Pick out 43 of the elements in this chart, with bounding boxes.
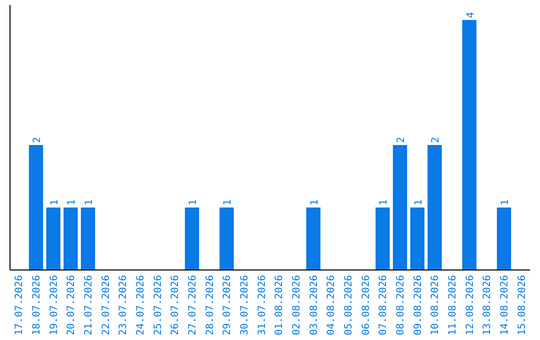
- x-tick-label: 19.07.2026: [48, 275, 60, 336]
- data-label: 2: [430, 136, 442, 143]
- x-tick-label: 13.08.2026: [482, 275, 494, 336]
- data-label: 1: [500, 199, 511, 206]
- x-tick-label: 07.08.2026: [378, 275, 390, 336]
- x-tick-label: 18.07.2026: [32, 275, 42, 336]
- x-tick-label: 10.08.2026: [430, 275, 442, 336]
- x-tick-label: 22.07.2026: [100, 275, 112, 336]
- data-label: 1: [222, 199, 234, 206]
- x-tick-label: 05.08.2026: [344, 275, 354, 336]
- x-tick-label: 09.08.2026: [412, 275, 424, 336]
- x-tick-label: 01.08.2026: [274, 275, 286, 336]
- x-tick-label: 24.07.2026: [136, 275, 146, 336]
- x-tick-label: 31.07.2026: [256, 275, 268, 336]
- x-tick-label: 30.07.2026: [240, 275, 250, 336]
- x-tick-label: 27.07.2026: [188, 275, 198, 336]
- data-label: 1: [84, 199, 95, 206]
- x-tick-label: 03.08.2026: [308, 275, 320, 336]
- data-label: 2: [396, 136, 407, 143]
- x-tick-label: 12.08.2026: [464, 275, 476, 336]
- data-label: 1: [49, 199, 60, 206]
- x-tick-label: 28.07.2026: [204, 275, 216, 336]
- x-tick-label: 25.07.2026: [152, 275, 164, 336]
- x-tick-label: 06.08.2026: [360, 275, 372, 336]
- x-tick-label: 08.08.2026: [396, 275, 406, 336]
- x-tick-label: 29.07.2026: [222, 275, 234, 336]
- x-tick-label: 11.08.2026: [448, 275, 458, 336]
- x-tick-label: 20.07.2026: [66, 275, 78, 336]
- x-tick-label: 15.08.2026: [516, 275, 528, 336]
- data-label: 1: [413, 199, 424, 206]
- x-tick-label: 02.08.2026: [292, 275, 302, 336]
- x-tick-label: 17.07.2026: [14, 275, 26, 336]
- data-label: 1: [378, 199, 390, 206]
- x-tick-label: 14.08.2026: [500, 275, 510, 336]
- data-label: 1: [66, 199, 78, 206]
- x-tick-label: 23.07.2026: [118, 275, 130, 336]
- data-label: 1: [309, 199, 320, 206]
- data-label: 4: [465, 12, 476, 18]
- data-label: 2: [32, 136, 43, 143]
- x-tick-label: 26.07.2026: [170, 275, 182, 336]
- x-tick-label: 04.08.2026: [326, 275, 338, 336]
- x-tick-label: 21.07.2026: [84, 275, 94, 336]
- data-label: 1: [188, 199, 199, 206]
